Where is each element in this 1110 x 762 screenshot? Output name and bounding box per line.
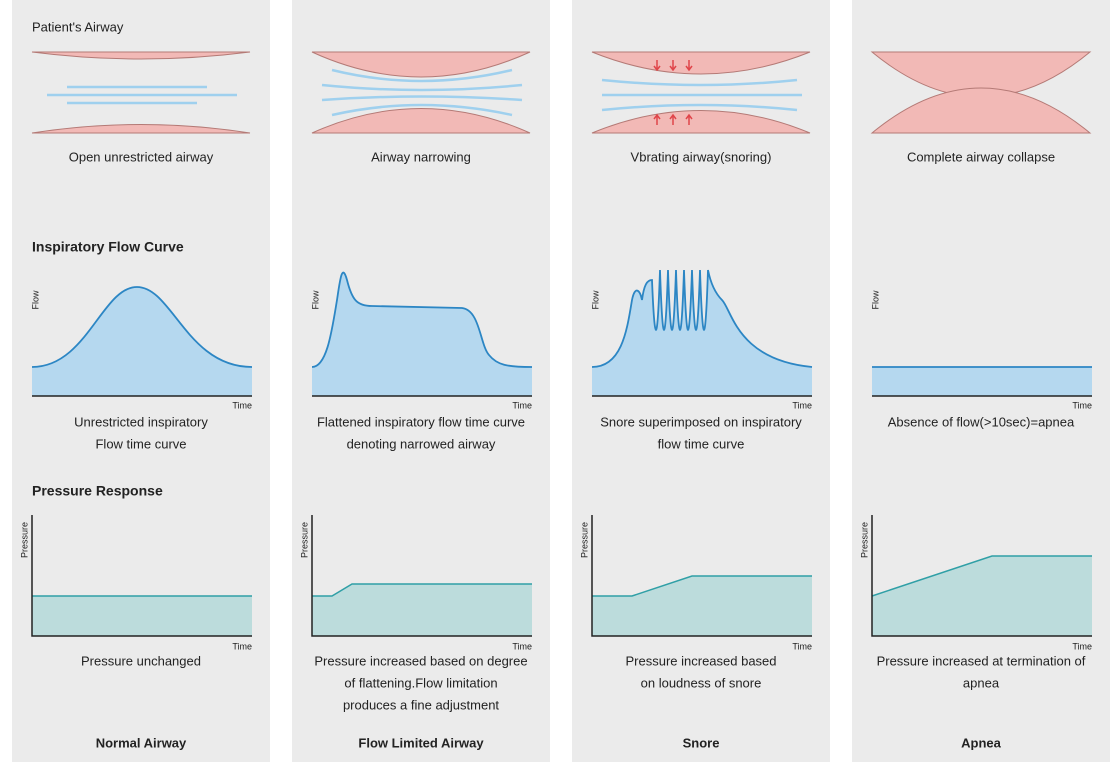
axis-label: Pressure xyxy=(579,522,589,558)
airway-wall xyxy=(591,51,811,75)
airflow-arrow xyxy=(601,78,798,87)
section-title: Inspiratory Flow Curve xyxy=(32,239,184,255)
pressure-area xyxy=(32,596,252,636)
compression-arrow xyxy=(669,60,677,72)
axis-label: Flow xyxy=(870,290,880,310)
flow-caption: Absence of flow(>10sec)=apnea xyxy=(888,414,1075,429)
flow-curve xyxy=(312,272,532,396)
flow-curve-line xyxy=(591,269,813,368)
axis-label: Time xyxy=(512,641,532,651)
pressure-area xyxy=(872,556,1092,636)
pressure-caption: Pressure unchanged xyxy=(81,653,201,668)
flow-caption: Unrestricted inspiratory xyxy=(74,414,208,429)
pressure-caption: Pressure increased based on degree xyxy=(314,653,527,668)
airflow-arrow xyxy=(321,83,523,92)
airflow-arrow xyxy=(331,68,513,83)
airway-caption: Airway narrowing xyxy=(371,149,471,164)
pressure-line xyxy=(592,575,812,597)
pressure-caption: on loudness of snore xyxy=(641,675,762,690)
airway-wall xyxy=(31,124,251,134)
section-title: Patient's Airway xyxy=(32,19,124,34)
pressure-line xyxy=(312,583,532,597)
airway-caption: Open unrestricted airway xyxy=(69,149,214,164)
axis-label: Time xyxy=(1072,641,1092,651)
airway-caption: Complete airway collapse xyxy=(907,149,1055,164)
flow-caption: Flattened inspiratory flow time curve xyxy=(317,414,525,429)
airway-wall xyxy=(311,51,531,78)
pressure-caption: Pressure increased based xyxy=(625,653,776,668)
compression-arrow xyxy=(653,113,661,125)
airway-wall xyxy=(311,108,531,134)
airway-wall xyxy=(591,110,811,134)
airway-wall xyxy=(31,51,251,60)
airflow-arrow xyxy=(601,103,798,112)
column-panel: Complete airway collapse Flow Time Absence … xyxy=(852,0,1110,762)
section-title: Pressure Response xyxy=(32,483,163,499)
column-name: Flow Limited Airway xyxy=(358,735,484,750)
axis-label: Time xyxy=(1072,400,1092,410)
flow-curve xyxy=(872,367,1092,396)
axis-label: Time xyxy=(232,641,252,651)
column-panel: Patient's Airway Inspiratory Flow Curve Pr… xyxy=(12,0,270,762)
flow-caption: Snore superimposed on inspiratory xyxy=(600,414,802,429)
pressure-axes xyxy=(871,515,1092,637)
axis-label: Pressure xyxy=(299,522,309,558)
column-panel: Vbrating airway(snoring) Flow Time Snore su… xyxy=(572,0,830,762)
compression-arrow xyxy=(669,113,677,125)
axis-label: Time xyxy=(512,400,532,410)
compression-arrow xyxy=(685,60,693,72)
axis-label: Time xyxy=(232,400,252,410)
column-name: Normal Airway xyxy=(96,735,187,750)
flow-curve xyxy=(32,287,252,396)
airway-wall xyxy=(870,87,1092,134)
flow-curve xyxy=(592,270,812,396)
axis-label: Flow xyxy=(30,290,40,310)
flow-curve-line xyxy=(31,286,253,368)
axis-label: Flow xyxy=(310,290,320,310)
pressure-caption: of flattening.Flow limitation xyxy=(344,675,497,690)
pressure-axes xyxy=(591,515,812,637)
pressure-axes xyxy=(311,515,532,637)
airflow-arrow xyxy=(321,95,523,102)
pressure-line xyxy=(871,555,1092,597)
airway-caption: Vbrating airway(snoring) xyxy=(631,149,772,164)
axis-label: Pressure xyxy=(859,522,869,558)
axis-label: Time xyxy=(792,641,812,651)
pressure-area xyxy=(312,584,532,636)
column-name: Apnea xyxy=(961,735,1002,750)
flow-caption: flow time curve xyxy=(658,436,745,451)
column-panel: Airway narrowing Flow Time Flattened inspir… xyxy=(292,0,550,762)
pressure-caption: Pressure increased at termination of xyxy=(877,653,1086,668)
airflow-arrow xyxy=(331,103,513,117)
axis-label: Flow xyxy=(590,290,600,310)
column-name: Snore xyxy=(683,735,720,750)
flow-caption: denoting narrowed airway xyxy=(347,436,496,451)
compression-arrow xyxy=(653,60,661,72)
flow-curve-line xyxy=(311,271,533,368)
axis-label: Time xyxy=(792,400,812,410)
pressure-axes xyxy=(31,515,252,637)
flow-caption: Flow time curve xyxy=(95,436,186,451)
compression-arrow xyxy=(685,113,693,125)
pressure-caption: produces a fine adjustment xyxy=(343,697,499,712)
pressure-caption: apnea xyxy=(963,675,1000,690)
axis-label: Pressure xyxy=(19,522,29,558)
